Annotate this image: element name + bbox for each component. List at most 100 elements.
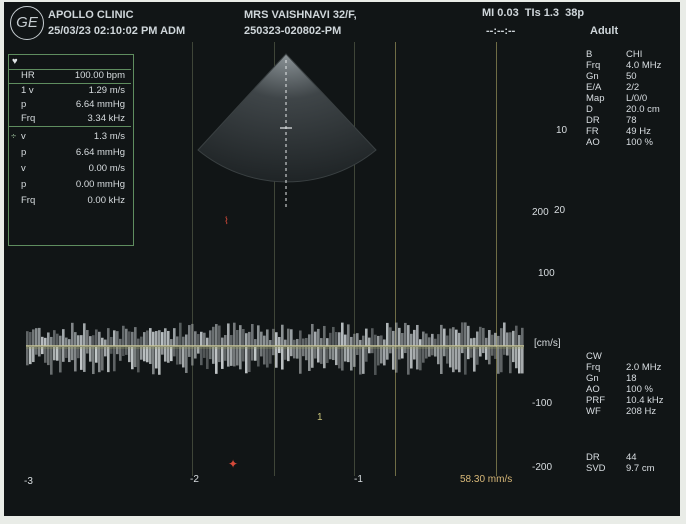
spectrum-speckle [164, 347, 167, 362]
caliper-marker-1[interactable]: 1 [317, 412, 323, 423]
spectrum-speckle [506, 347, 509, 356]
spectrum-speckle [227, 323, 230, 346]
spectrum-speckle [134, 347, 137, 368]
spectrum-speckle [374, 347, 377, 375]
spectrum-speckle [512, 347, 515, 363]
spectrum-speckle [488, 347, 491, 365]
meas-value: 6.64 mmHg [75, 99, 125, 110]
spectrum-speckle [476, 331, 479, 346]
spectrum-speckle [317, 347, 320, 363]
spectrum-speckle [479, 347, 482, 357]
spectrum-speckle [62, 347, 65, 362]
spectrum-speckle [254, 339, 257, 346]
spectrum-speckle [308, 334, 311, 346]
spectrum-speckle [332, 326, 335, 346]
spectrum-speckle [326, 338, 329, 346]
spectrum-speckle [308, 347, 311, 371]
spectrum-speckle [266, 347, 269, 368]
meas-row: p 6.64 mmHg [9, 147, 131, 160]
velocity-unit: [cm/s] [534, 338, 561, 349]
spectrum-speckle [80, 347, 83, 370]
spectrum-speckle [53, 330, 56, 346]
spectrum-speckle [431, 347, 434, 356]
param-key: AO [586, 137, 600, 148]
spectrum-speckle [158, 347, 161, 375]
spectrum-speckle [59, 335, 62, 346]
spectrum-speckle [518, 335, 521, 346]
spectrum-speckle [182, 347, 185, 368]
spectrum-speckle [194, 347, 197, 359]
cross-marker-icon: ÷ [11, 131, 17, 142]
param-row: DR 78 [586, 115, 676, 126]
spectrum-speckle [413, 329, 416, 346]
spectrum-speckle [191, 323, 194, 346]
meas-value: 0.00 kHz [87, 195, 126, 206]
spectrum-speckle [38, 327, 41, 346]
spectrum-speckle [218, 325, 221, 346]
spectrum-speckle [470, 347, 473, 358]
heart-rate-header: ♥ [9, 56, 131, 69]
spectrum-speckle [341, 347, 344, 371]
spectrum-speckle [335, 332, 338, 346]
spectrum-speckle [77, 347, 80, 359]
spectrum-speckle [323, 347, 326, 369]
spectrum-speckle [476, 347, 479, 365]
spectrum-speckle [380, 347, 383, 364]
heart-icon: ♥ [12, 56, 18, 67]
spectrum-speckle [335, 347, 338, 366]
velocity-tick-200: 200 [532, 207, 549, 218]
spectrum-speckle [389, 327, 392, 346]
spectrum-speckle [260, 347, 263, 357]
spectrum-speckle [98, 331, 101, 346]
spectrum-speckle [245, 333, 248, 346]
param-row: D 20.0 cm [586, 104, 676, 115]
spectrum-speckle [458, 347, 461, 373]
spectrum-speckle [155, 347, 158, 369]
spectrum-speckle [74, 347, 77, 372]
ge-logo-icon: GE [10, 6, 44, 40]
spectrum-speckle [368, 337, 371, 346]
spectrum-speckle [377, 335, 380, 346]
spectrum-speckle [344, 334, 347, 346]
spectrum-speckle [131, 347, 134, 370]
spectrum-speckle [188, 347, 191, 357]
spectrum-speckle [419, 347, 422, 371]
spectrum-speckle [89, 336, 92, 346]
spectrum-speckle [41, 347, 44, 355]
spectrum-speckle [242, 347, 245, 362]
spectrum-speckle [500, 328, 503, 346]
param-key: Frq [586, 362, 601, 373]
spectrum-speckle [299, 330, 302, 346]
spectrum-speckle [80, 335, 83, 346]
param-value: 50 [626, 71, 637, 82]
spectrum-speckle [215, 324, 218, 346]
spectrum-speckle [425, 347, 428, 359]
spectrum-speckle [494, 347, 497, 359]
spectrum-speckle [293, 347, 296, 359]
param-row: WF 208 Hz [586, 406, 676, 417]
spectrum-speckle [170, 347, 173, 362]
spectrum-speckle [422, 331, 425, 346]
spectrum-speckle [167, 347, 170, 363]
spectrum-speckle [239, 347, 242, 370]
spectrum-speckle [275, 347, 278, 368]
spectrum-speckle [269, 347, 272, 364]
spectrum-speckle [467, 325, 470, 346]
spectrum-speckle [362, 335, 365, 346]
spectrum-speckle [368, 347, 371, 354]
spectrum-speckle [29, 347, 32, 365]
spectrum-speckle [35, 328, 38, 346]
param-row: Frq 2.0 MHz [586, 362, 676, 373]
spectrum-speckle [458, 332, 461, 346]
spectrum-speckle [137, 347, 140, 373]
spectrum-speckle [140, 336, 143, 346]
spectrum-speckle [86, 330, 89, 346]
spectrum-speckle [281, 347, 284, 370]
spectrum-speckle [353, 333, 356, 346]
spectrum-speckle [29, 332, 32, 346]
spectrum-speckle [50, 336, 53, 346]
spectrum-speckle [164, 328, 167, 346]
spectrum-speckle [41, 336, 44, 346]
spectrum-speckle [416, 324, 419, 346]
spectrum-speckle [359, 339, 362, 346]
